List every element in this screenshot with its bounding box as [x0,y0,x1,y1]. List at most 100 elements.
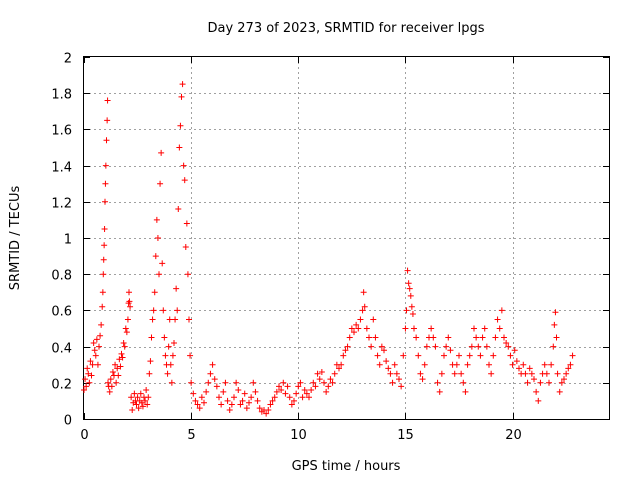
data-point [181,177,188,184]
data-point [104,117,111,124]
data-point [233,379,240,386]
data-point [94,361,101,368]
data-point [158,149,165,156]
data-point [278,387,285,394]
data-point [501,334,507,341]
data-point [554,370,561,377]
data-point [526,365,533,372]
data-point [168,379,175,386]
data-point [569,352,576,359]
data-point [102,198,108,205]
data-point [297,379,304,386]
data-point [368,343,375,350]
data-point [254,397,261,404]
data-point [97,332,104,339]
y-tick-label: 1.2 [51,197,72,212]
data-point [291,397,297,404]
data-point [250,379,257,386]
data-point [151,289,158,296]
data-point [103,137,110,144]
data-point [381,347,387,354]
data-point [85,370,92,377]
data-point [112,361,119,368]
data-point [89,361,96,368]
data-point [239,397,246,404]
axis-ticks: 0 5 10 15 20 0 0.2 0.4 0.6 0.8 1 1.2 1.4 1.6 1.8 2 [51,52,609,443]
data-point [180,162,187,169]
data-point [323,388,330,395]
data-point [286,394,293,401]
data-point [318,368,325,375]
data-point [121,343,128,350]
data-point [372,334,379,341]
data-point [96,343,102,350]
chart-title: Day 273 of 2023, SRMTID for receiver lpg… [207,21,484,36]
data-point [385,365,392,372]
data-point [114,365,121,372]
data-point [325,383,332,390]
data-point [222,379,229,386]
data-point [100,256,107,263]
data-point [269,397,276,404]
data-point [443,343,450,350]
data-point [138,399,145,406]
data-point [184,271,191,278]
data-point [188,379,195,386]
data-point [83,383,90,390]
data-point [473,334,480,341]
data-point [101,225,108,232]
data-point [563,370,570,377]
data-point [409,311,416,318]
data-point [370,316,377,323]
data-point [148,334,155,341]
data-point [263,410,270,417]
data-point [357,316,364,323]
data-point [505,343,512,350]
y-tick-label: 1.6 [51,124,72,139]
data-point [90,339,97,346]
data-point [137,390,144,397]
data-point [198,394,205,401]
y-axis-label: SRMTID / TECUs [8,186,23,291]
data-point [460,379,467,386]
x-axis-label: GPS time / hours [292,459,401,474]
data-point [336,365,342,372]
data-point [165,343,172,350]
data-point [415,352,422,359]
data-point [139,403,146,410]
data-point [213,383,220,390]
data-point [522,370,529,377]
data-point [407,292,414,299]
x-tick-label: 0 [80,428,88,443]
data-point [134,394,141,401]
data-point [179,81,186,88]
data-point [303,390,310,397]
data-point [548,361,555,368]
data-point [567,361,574,368]
y-tick-label: 1.8 [51,88,72,103]
data-point [403,307,410,314]
data-point [308,387,315,394]
data-point [507,352,514,359]
data-point [182,244,189,251]
data-point [120,339,127,346]
data-point [293,390,300,397]
data-point [149,316,156,323]
data-point [186,316,192,323]
data-point [556,388,563,395]
data-point [205,379,212,386]
data-point [88,372,95,379]
data-point [543,370,550,377]
data-point [453,361,460,368]
data-point [552,309,559,316]
y-tick-label: 0.4 [51,342,72,357]
data-point [494,316,501,323]
data-point [178,93,185,100]
data-point [87,358,94,365]
data-point [126,289,132,296]
data-point [282,390,289,397]
data-point [92,352,99,359]
data-point [243,405,250,412]
data-point [528,370,535,377]
data-point [561,376,567,383]
